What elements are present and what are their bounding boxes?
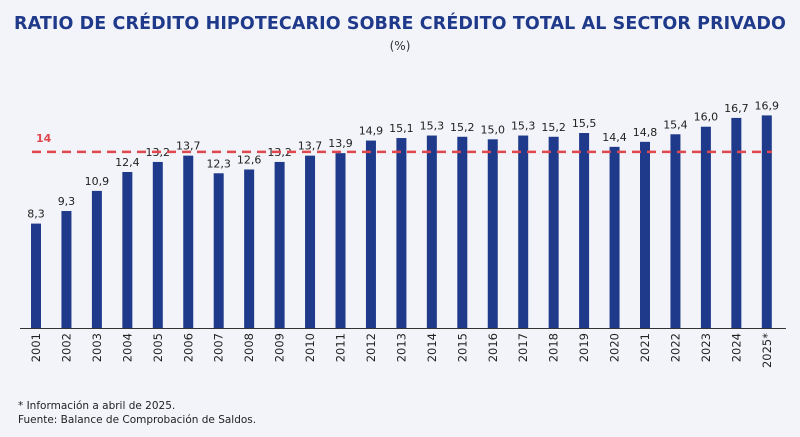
bar-2015 — [457, 136, 468, 328]
bar-2020 — [609, 146, 620, 328]
x-tick-2014: 2014 — [425, 333, 439, 362]
x-tick-2025*: 2025* — [760, 333, 774, 368]
x-tick-2012: 2012 — [364, 333, 378, 362]
bars-group — [31, 115, 772, 329]
value-label-2018: 15,2 — [541, 121, 566, 134]
bar-2012 — [365, 140, 376, 328]
value-label-2012: 14,9 — [359, 125, 384, 138]
value-label-2006: 13,7 — [176, 140, 201, 153]
x-tick-2018: 2018 — [547, 333, 561, 362]
x-tick-2007: 2007 — [212, 333, 226, 362]
bar-2022 — [670, 134, 681, 328]
value-label-2021: 14,8 — [633, 126, 658, 139]
value-label-2008: 12,6 — [237, 153, 262, 166]
value-label-2001: 8,3 — [27, 208, 45, 221]
value-labels-group: 8,39,310,912,413,213,712,312,613,213,713… — [27, 99, 779, 220]
bar-2013 — [396, 138, 407, 328]
bar-2009 — [274, 161, 285, 328]
bar-2008 — [244, 169, 255, 328]
bar-2016 — [487, 139, 498, 328]
x-tick-2023: 2023 — [699, 333, 713, 362]
bar-2005 — [152, 161, 163, 328]
value-label-2015: 15,2 — [450, 121, 475, 134]
bar-2018 — [548, 136, 559, 328]
x-tick-2005: 2005 — [151, 333, 165, 362]
x-tick-2022: 2022 — [668, 333, 682, 362]
value-label-2013: 15,1 — [389, 122, 414, 135]
x-tick-2020: 2020 — [608, 333, 622, 362]
bar-2010 — [305, 155, 316, 328]
chart-title: RATIO DE CRÉDITO HIPOTECARIO SOBRE CRÉDI… — [14, 14, 786, 34]
bar-2021 — [640, 141, 650, 328]
x-tick-2003: 2003 — [90, 333, 104, 362]
x-tick-2021: 2021 — [638, 333, 652, 362]
value-label-2022: 15,4 — [663, 118, 688, 131]
value-label-2020: 14,4 — [602, 131, 627, 144]
source-note: Fuente: Balance de Comprobación de Saldo… — [18, 414, 257, 426]
bar-2014 — [426, 135, 437, 328]
value-label-2002: 9,3 — [58, 195, 76, 208]
bar-2025* — [761, 115, 772, 329]
bar-2004 — [122, 172, 133, 328]
x-tick-2008: 2008 — [242, 333, 256, 362]
bar-2002 — [61, 211, 72, 328]
value-label-2023: 16,0 — [694, 111, 719, 124]
value-label-2014: 15,3 — [420, 120, 445, 133]
value-label-2007: 12,3 — [206, 157, 231, 170]
chart-subtitle: (%) — [389, 39, 411, 53]
chart-notes: * Información a abril de 2025. Fuente: B… — [18, 399, 256, 427]
x-tick-2009: 2009 — [273, 333, 287, 362]
value-label-2016: 15,0 — [481, 123, 506, 136]
bar-2007 — [213, 173, 224, 328]
x-tick-2024: 2024 — [729, 333, 743, 362]
value-label-2025*: 16,9 — [755, 99, 780, 112]
bar-2019 — [579, 133, 590, 328]
value-label-2011: 13,9 — [328, 137, 353, 150]
value-label-2017: 15,3 — [511, 120, 536, 133]
x-tick-2017: 2017 — [516, 333, 530, 362]
bar-chart: 8,39,310,912,413,213,712,312,613,213,713… — [20, 99, 786, 368]
value-label-2019: 15,5 — [572, 117, 597, 130]
x-tick-2006: 2006 — [181, 333, 195, 362]
x-tick-2016: 2016 — [486, 333, 500, 362]
value-label-2004: 12,4 — [115, 156, 140, 169]
x-tick-2011: 2011 — [334, 333, 348, 362]
x-tick-2004: 2004 — [120, 333, 134, 362]
bar-2011 — [335, 153, 346, 328]
reference-line-label: 14 — [36, 132, 52, 145]
bar-2023 — [700, 126, 711, 328]
value-label-2003: 10,9 — [85, 175, 110, 188]
bar-2017 — [518, 135, 529, 328]
x-tick-2019: 2019 — [577, 333, 591, 362]
x-tick-2001: 2001 — [29, 333, 43, 362]
x-tick-2010: 2010 — [303, 333, 317, 362]
bar-2003 — [91, 190, 102, 328]
x-tick-2015: 2015 — [455, 333, 469, 362]
x-tick-labels-group: 2001 2002 2003 2004 2005 2006 2007 2008 2009 2010… — [29, 333, 774, 368]
bar-2024 — [731, 117, 742, 328]
value-label-2010: 13,7 — [298, 140, 323, 153]
bar-2006 — [183, 155, 194, 328]
value-label-2024: 16,7 — [724, 102, 749, 115]
footnote: * Información a abril de 2025. — [18, 400, 176, 412]
x-tick-2002: 2002 — [59, 333, 73, 362]
bar-2001 — [31, 223, 41, 328]
x-tick-2013: 2013 — [394, 333, 408, 362]
